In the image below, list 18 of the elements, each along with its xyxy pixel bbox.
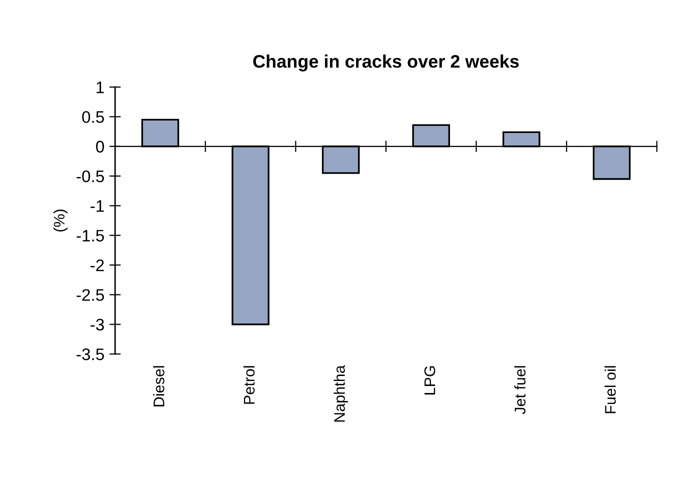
- y-tick-label: -3: [90, 318, 104, 331]
- x-tick-label: Naphtha: [334, 365, 348, 422]
- x-tick-label: LPG: [424, 366, 436, 394]
- chart-title: Change in cracks over 2 weeks: [253, 54, 519, 72]
- y-axis-title: (%): [53, 210, 68, 232]
- x-tick-label: Diesel: [153, 366, 164, 406]
- y-tick-label: 0: [96, 140, 104, 153]
- y-tick-label: -2.5: [76, 289, 104, 301]
- y-tick-label: -1: [90, 200, 104, 212]
- x-tick-label: Petrol: [243, 366, 255, 404]
- x-tick-label: Jet fuel: [514, 366, 526, 414]
- y-tick-label: -3.5: [76, 348, 104, 360]
- y-tick-label: -1.5: [76, 230, 104, 242]
- y-tick-label: -2: [90, 259, 104, 272]
- x-tick-label: Fuel oil: [604, 366, 616, 414]
- y-tick-label: 1: [96, 82, 104, 94]
- y-tick-label: -0.5: [76, 170, 104, 182]
- y-tick-label: 0.5: [82, 111, 104, 123]
